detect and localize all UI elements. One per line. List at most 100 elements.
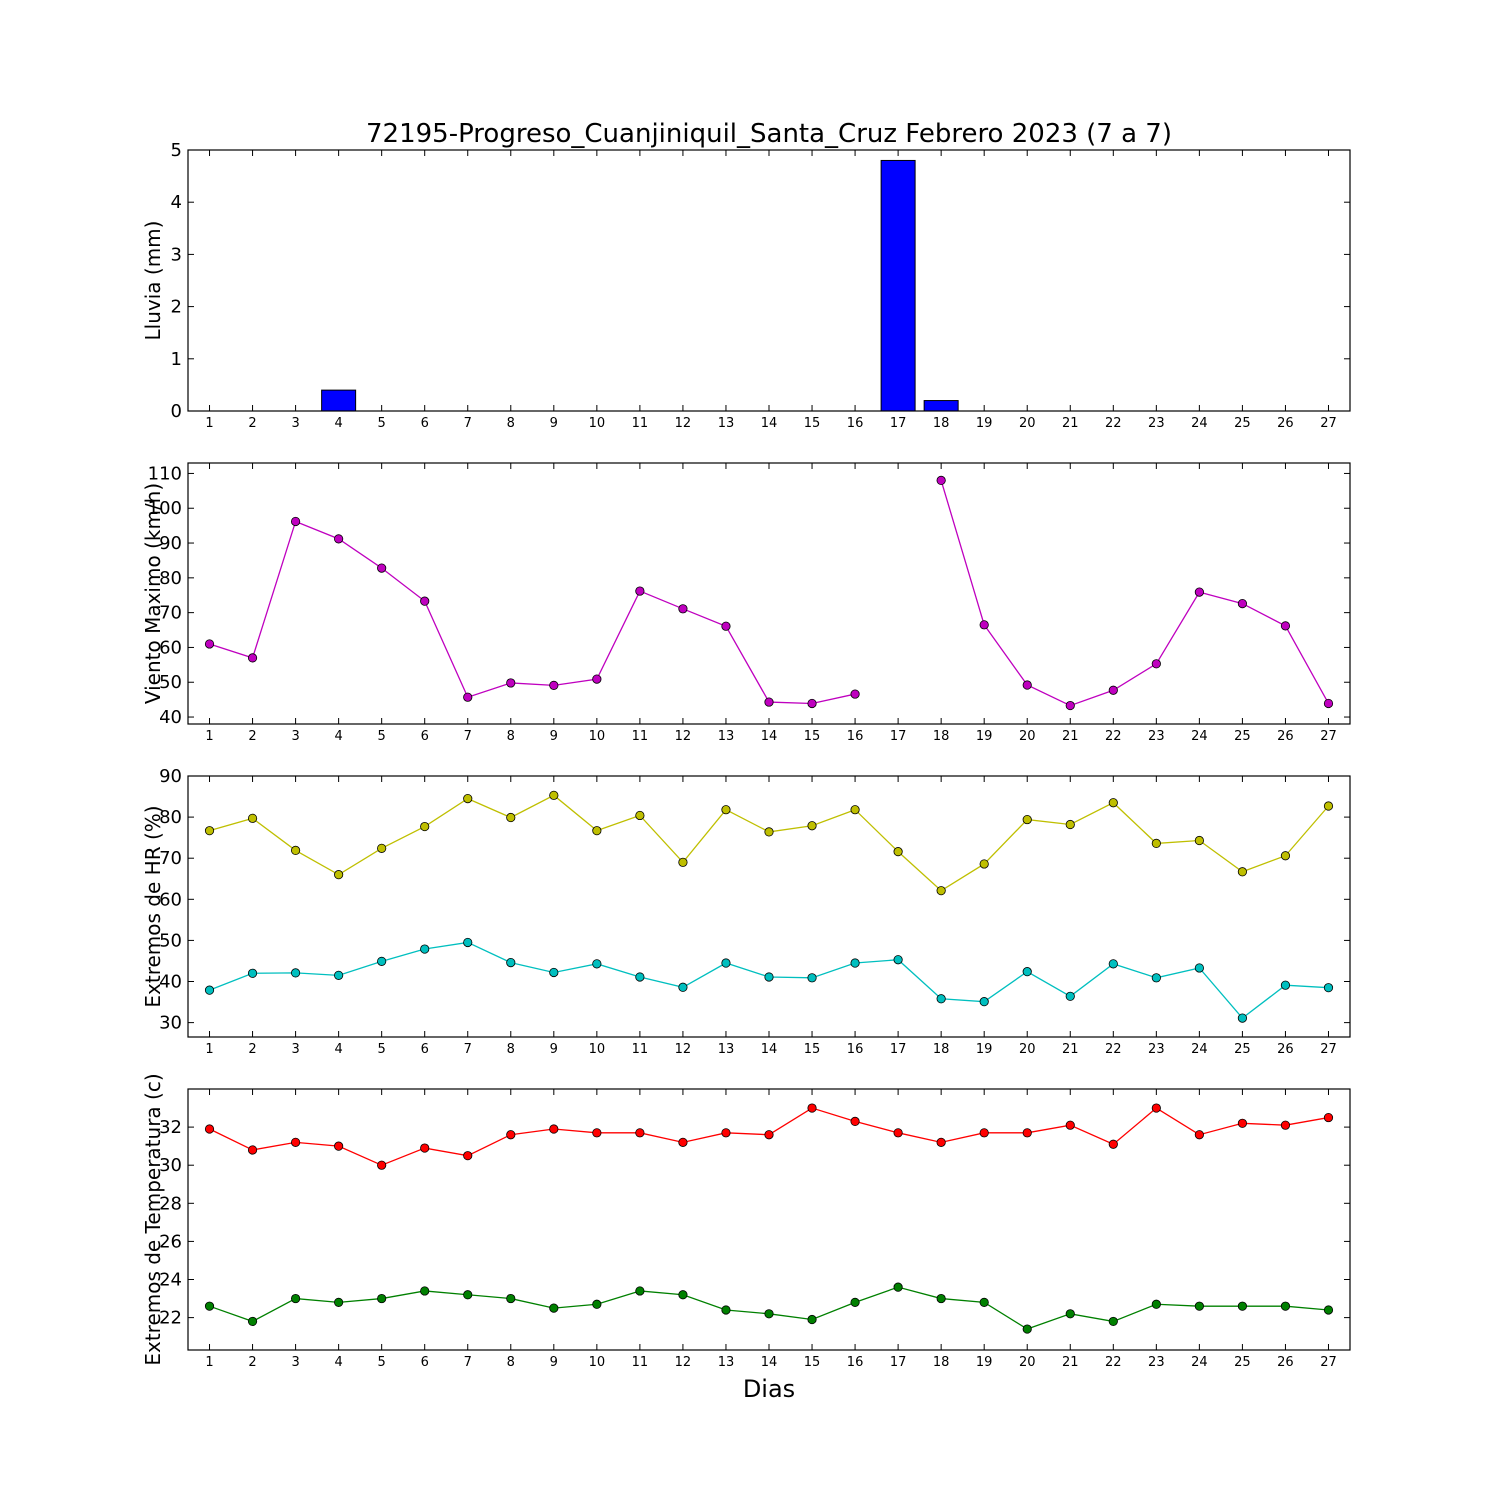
temp-max-point (290, 1137, 301, 1147)
temp-max-point (1108, 1139, 1118, 1149)
y-tick-label: 26 (159, 1231, 182, 1252)
y-axis-label-rain: Lluvia (mm) (141, 221, 165, 341)
x-tick-label: 15 (804, 416, 821, 431)
hr-min-point (807, 973, 817, 983)
x-tick-label: 16 (847, 729, 864, 744)
x-tick-label: 22 (1105, 416, 1122, 431)
hr-min-point (334, 970, 344, 980)
temp-min-point (1151, 1299, 1161, 1309)
x-tick-label: 12 (675, 729, 692, 744)
temp-min-line (209, 1286, 1329, 1330)
temp-min-point (334, 1297, 344, 1307)
hr-max-point (1151, 838, 1161, 849)
x-tick-label: 7 (464, 1042, 472, 1057)
wind-max-point (1194, 587, 1204, 597)
temp-max-point (334, 1141, 344, 1151)
wind-max-point (1022, 680, 1032, 690)
y-tick-label: 4 (171, 192, 182, 213)
x-tick-label: 14 (761, 416, 778, 431)
hr-max-point (1108, 798, 1118, 808)
x-tick-label: 23 (1148, 416, 1165, 431)
x-tick-label: 10 (589, 1042, 606, 1057)
x-tick-label: 5 (378, 1042, 386, 1057)
hr-max-point (290, 845, 301, 855)
x-tick-label: 6 (421, 1355, 429, 1370)
x-tick-label: 2 (248, 729, 256, 744)
x-tick-label: 12 (675, 1042, 692, 1057)
plot-frame (187, 149, 1351, 412)
x-tick-label: 25 (1234, 1042, 1251, 1057)
hr-min-point (506, 958, 516, 968)
hr-max-point (893, 847, 903, 857)
x-tick-label: 24 (1191, 416, 1208, 431)
x-tick-label: 21 (1062, 729, 1079, 744)
temp-max-point (721, 1128, 731, 1138)
temp-min-point (290, 1293, 301, 1304)
wind-max-point (420, 596, 430, 606)
x-tick-label: 11 (632, 416, 649, 431)
y-tick-label: 2 (171, 297, 182, 318)
wind-max-point (592, 674, 602, 684)
temp-max-point (850, 1116, 860, 1126)
hr-max-point (506, 812, 516, 823)
temp-min-point (549, 1303, 559, 1313)
temp-min-point (807, 1314, 817, 1325)
x-tick-label: 27 (1320, 1042, 1337, 1057)
hr-min-point (1323, 983, 1334, 993)
y-axis-label-wind: Viento Maximo (km/h) (141, 483, 165, 704)
x-tick-label: 5 (378, 729, 386, 744)
x-tick-label: 26 (1277, 1355, 1294, 1370)
x-tick-label: 11 (632, 729, 649, 744)
x-tick-label: 11 (632, 1042, 649, 1057)
x-tick-label: 24 (1191, 1355, 1208, 1370)
hr-min-point (1194, 963, 1204, 973)
temp-min-point (1022, 1324, 1032, 1334)
x-tick-label: 18 (933, 1355, 950, 1370)
temp-min-point (850, 1297, 860, 1307)
x-tick-label: 5 (378, 1355, 386, 1370)
hr-max-point (247, 813, 258, 823)
hr-max-point (764, 827, 774, 837)
wind-max-point (936, 475, 946, 485)
temp-max-point (936, 1137, 946, 1147)
hr-min-point (592, 959, 602, 969)
x-tick-label: 17 (890, 1355, 907, 1370)
x-tick-label: 22 (1105, 729, 1122, 744)
wind-max-point (506, 678, 516, 688)
x-tick-label: 7 (464, 1355, 472, 1370)
hr-max-point (1022, 814, 1032, 825)
x-tick-label: 21 (1062, 1355, 1079, 1370)
temp-min-point (936, 1293, 946, 1304)
x-tick-label: 20 (1019, 1355, 1036, 1370)
x-tick-label: 3 (291, 1042, 299, 1057)
temp-max-point (893, 1128, 903, 1138)
wind-max-point (807, 698, 817, 709)
plot-frame (187, 775, 1351, 1038)
y-tick-label: 3 (171, 244, 182, 265)
x-tick-label: 4 (334, 416, 342, 431)
x-tick-label: 24 (1191, 1042, 1208, 1057)
wind-max-point (1323, 698, 1334, 709)
x-tick-label: 1 (205, 1355, 213, 1370)
x-tick-label: 10 (589, 729, 606, 744)
hr-max-point (979, 859, 989, 869)
wind-max-point (1151, 659, 1161, 669)
hr-min-point (1108, 959, 1118, 969)
x-tick-label: 7 (464, 416, 472, 431)
temp-max-point (377, 1160, 387, 1170)
temp-max-point (247, 1145, 258, 1155)
y-tick-label: 50 (159, 672, 182, 693)
x-tick-label: 9 (550, 729, 558, 744)
x-tick-label: 10 (589, 1355, 606, 1370)
x-axis-label: Dias (743, 1375, 795, 1403)
x-tick-label: 2 (248, 1042, 256, 1057)
wind-max-point (721, 621, 731, 631)
x-tick-label: 2 (248, 1355, 256, 1370)
y-tick-label: 22 (159, 1308, 182, 1329)
hr-min-point (1151, 973, 1161, 983)
wind-max-point (290, 516, 301, 527)
temp-min-point (463, 1290, 473, 1300)
